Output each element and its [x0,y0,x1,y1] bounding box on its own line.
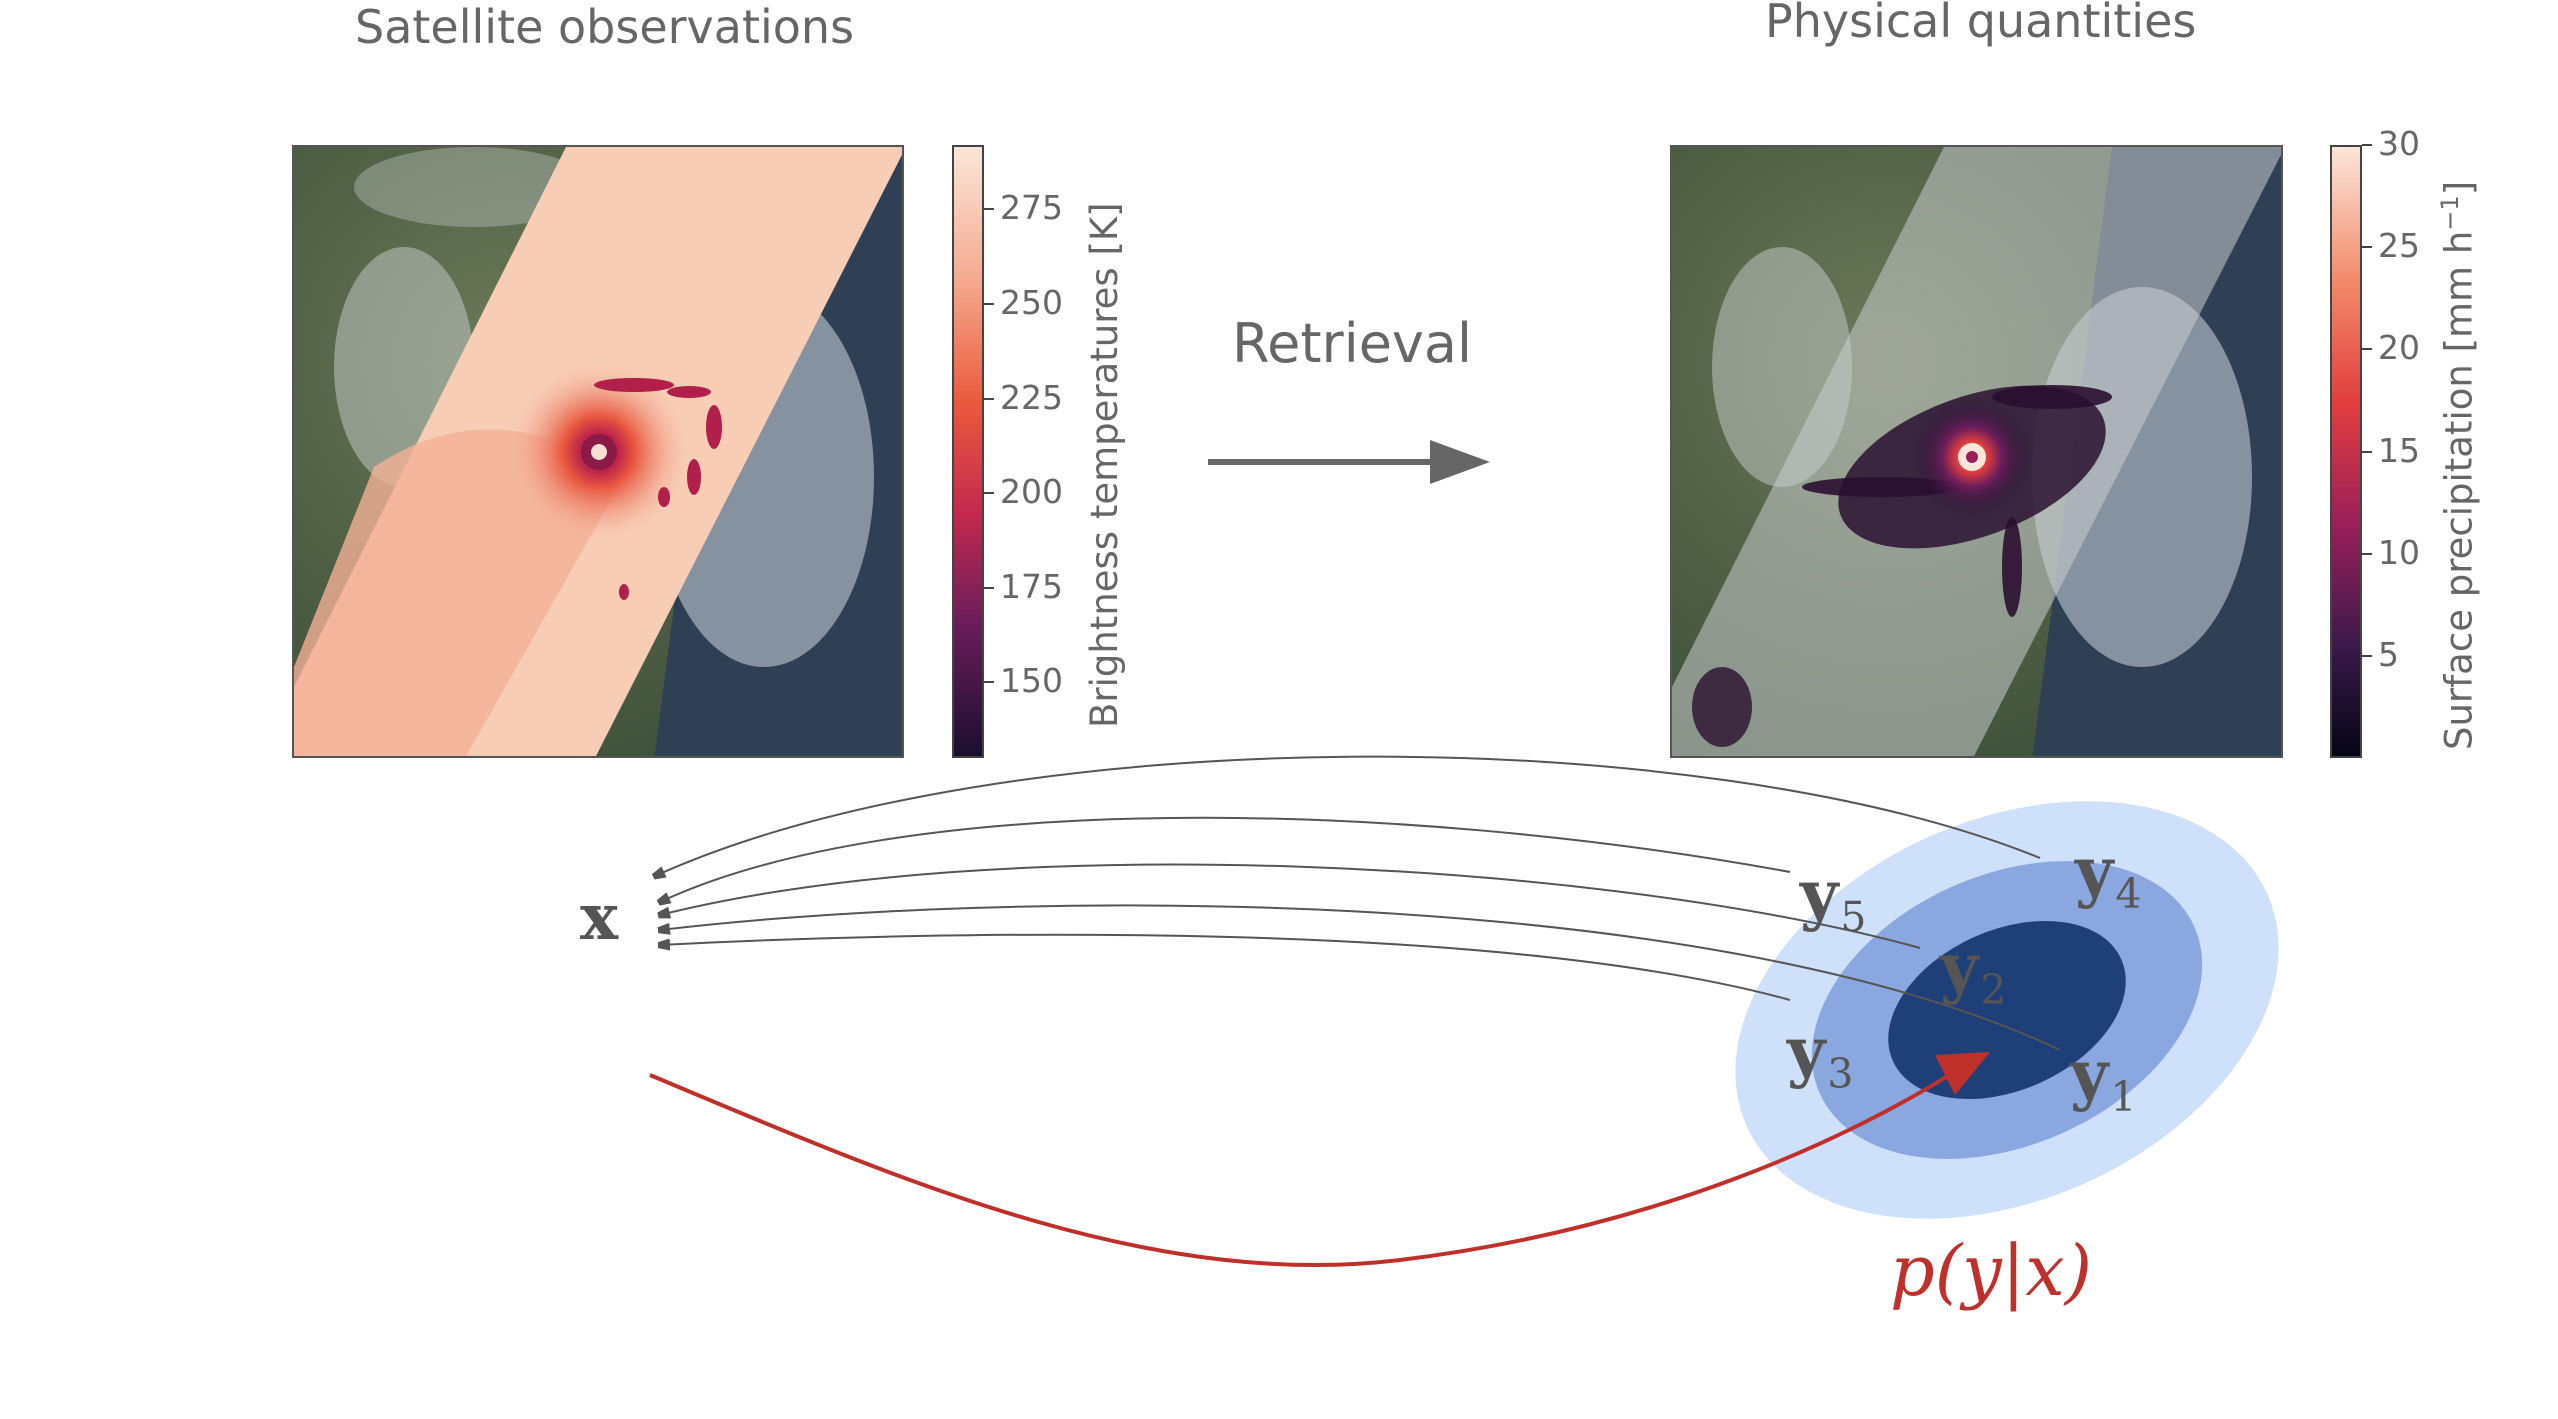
precipitation-tick-label: 30 [2378,124,2420,163]
brightness-temperature-colorbar [952,145,984,758]
left-panel-title: Satellite observations [355,0,855,54]
forward-model-arrow [649,1063,1967,1267]
output-y4-label: y4 [2075,832,2142,919]
precipitation-tick-label: 15 [2378,430,2420,470]
arrow-y1-to-x [660,904,2061,1051]
brightness-temperature-tick-label: 150 [1000,661,1063,701]
precipitation-tick-label: 10 [2378,532,2420,572]
brightness-temperature-tick-label: 250 [1000,282,1063,322]
precipitation-tick-mark [2362,654,2372,657]
precipitation-tick-mark [2362,552,2372,555]
precipitation-tick-label: 5 [2378,634,2399,674]
input-x-symbol: x [580,880,619,955]
arrow-y4-to-x [655,755,2041,876]
output-y1-label: y1 [2070,1035,2137,1122]
brightness-temperature-tick-mark [984,492,994,495]
satellite-observation-map [292,145,904,758]
sample-arrows [655,755,2061,1051]
precipitation-colorbar [2330,145,2362,758]
conditional-distribution-label: p(y|x) [1890,1230,2093,1312]
arrow-y5-to-x [660,816,1791,902]
brightness-temperature-tick-mark [984,681,994,684]
precipitation-image [1672,147,2281,756]
brightness-temperature-tick-label: 225 [1000,377,1063,417]
precipitation-tick-label: 20 [2378,328,2420,368]
output-y3-label: y3 [1787,1012,1854,1099]
output-y2-label: y2 [1940,928,2007,1015]
brightness-temperature-tick-label: 175 [1000,566,1063,606]
physical-quantities-map [1670,145,2283,758]
arrow-y2-to-x [660,863,1921,949]
brightness-temperature-tick-mark [984,302,994,305]
precipitation-tick-mark [2362,144,2372,146]
retrieval-label: Retrieval [1232,312,1472,375]
output-y5-label: y5 [1800,855,1867,942]
precipitation-tick-label: 25 [2378,226,2420,266]
arrow-y3-to-x [660,933,1791,1001]
forward-model-arrowhead [1935,1052,1990,1095]
brightness-temperature-tick-mark [984,397,994,400]
brightness-temperature-tick-mark [984,208,994,211]
precipitation-tick-mark [2362,450,2372,453]
brightness-temperature-tick-label: 275 [1000,188,1063,228]
precipitation-tick-mark [2362,348,2372,351]
right-panel-title: Physical quantities [1765,0,2197,48]
brightness-temperature-image [294,147,902,756]
brightness-temperature-tick-label: 200 [1000,472,1063,512]
brightness-temperature-tick-mark [984,586,994,589]
precipitation-tick-mark [2362,246,2372,249]
